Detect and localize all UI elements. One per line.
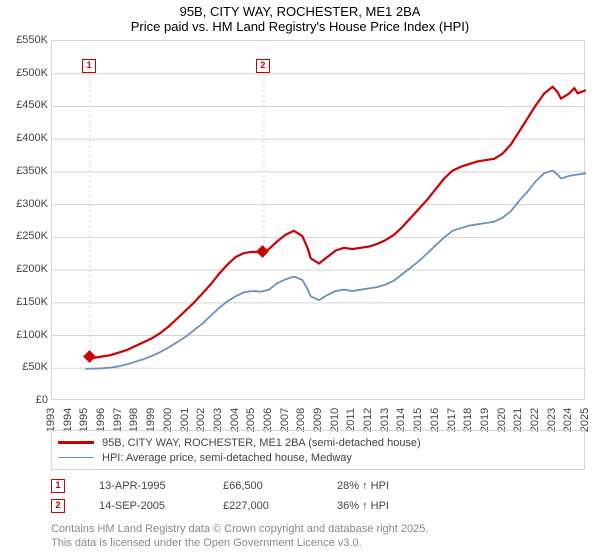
legend: 95B, CITY WAY, ROCHESTER, ME1 2BA (semi-… — [51, 430, 585, 470]
title-line2: Price paid vs. HM Land Registry's House … — [0, 19, 600, 34]
data-row: 1 13-APR-1995 £66,500 28% ↑ HPI — [51, 476, 389, 496]
data-delta: 28% ↑ HPI — [337, 480, 389, 492]
footer-line2: This data is licensed under the Open Gov… — [51, 536, 428, 550]
data-point-table: 1 13-APR-1995 £66,500 28% ↑ HPI 2 14-SEP… — [51, 476, 389, 516]
data-delta: 36% ↑ HPI — [337, 500, 389, 512]
legend-label: HPI: Average price, semi-detached house,… — [102, 452, 352, 464]
chart-marker-1-icon: 1 — [82, 59, 96, 73]
marker-2-icon: 2 — [51, 499, 65, 513]
y-tick-label: £0 — [2, 394, 48, 406]
y-tick-label: £400K — [2, 132, 48, 144]
legend-item: 95B, CITY WAY, ROCHESTER, ME1 2BA (semi-… — [58, 435, 578, 450]
y-tick-label: £300K — [2, 198, 48, 210]
legend-item: HPI: Average price, semi-detached house,… — [58, 450, 578, 465]
footer-attribution: Contains HM Land Registry data © Crown c… — [51, 522, 428, 550]
y-tick-label: £200K — [2, 263, 48, 275]
y-tick-label: £150K — [2, 296, 48, 308]
y-tick-label: £100K — [2, 329, 48, 341]
footer-line1: Contains HM Land Registry data © Crown c… — [51, 522, 428, 536]
title-line1: 95B, CITY WAY, ROCHESTER, ME1 2BA — [0, 4, 600, 19]
y-tick-label: £250K — [2, 230, 48, 242]
y-tick-label: £500K — [2, 67, 48, 79]
chart-marker-2-icon: 2 — [256, 59, 270, 73]
chart-title: 95B, CITY WAY, ROCHESTER, ME1 2BA Price … — [0, 0, 600, 34]
chart-plot-area — [51, 40, 585, 400]
legend-swatch — [58, 441, 94, 443]
marker-1-icon: 1 — [51, 479, 65, 493]
data-price: £227,000 — [223, 500, 303, 512]
y-tick-label: £50K — [2, 361, 48, 373]
data-row: 2 14-SEP-2005 £227,000 36% ↑ HPI — [51, 496, 389, 516]
y-tick-label: £450K — [2, 99, 48, 111]
y-tick-label: £350K — [2, 165, 48, 177]
legend-swatch — [58, 457, 94, 459]
chart-svg — [52, 41, 586, 401]
data-date: 13-APR-1995 — [99, 480, 189, 492]
data-price: £66,500 — [223, 480, 303, 492]
data-date: 14-SEP-2005 — [99, 500, 189, 512]
y-tick-label: £550K — [2, 34, 48, 46]
legend-label: 95B, CITY WAY, ROCHESTER, ME1 2BA (semi-… — [102, 437, 421, 449]
